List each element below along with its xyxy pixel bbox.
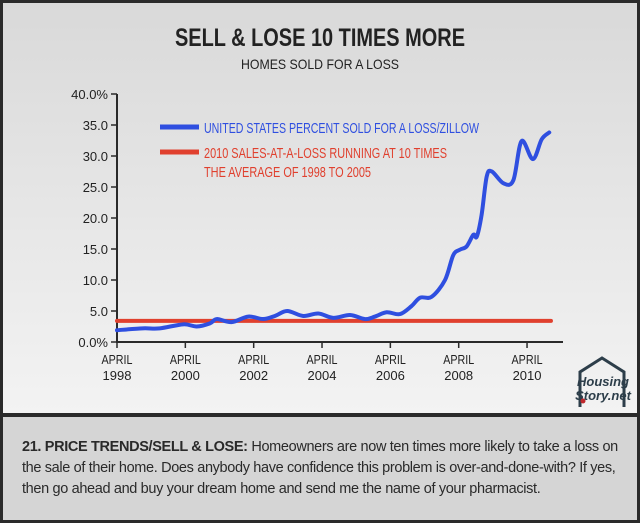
x-tick-label-year: 2000 [171,368,200,383]
legend-label-blue: UNITED STATES PERCENT SOLD FOR A LOSS/ZI… [204,120,480,137]
caption-box: 21. PRICE TRENDS/SELL & LOSE: Homeowners… [3,417,637,520]
x-tick-label-month: APRIL [307,352,338,367]
x-tick-label-month: APRIL [238,352,269,367]
x-tick-label-year: 2008 [444,368,473,383]
y-tick-label: 35.0 [83,118,108,133]
x-tick-label-year: 2002 [239,368,268,383]
y-tick-label: 10.0 [83,273,108,288]
caption-text: 21. PRICE TRENDS/SELL & LOSE: Homeowners… [22,437,622,500]
y-tick-label: 15.0 [83,242,108,257]
y-tick-label: 5.0 [90,304,108,319]
y-tick-label: 40.0% [71,87,108,102]
x-tick-label-month: APRIL [375,352,406,367]
legend-label-red-line1: 2010 SALES-AT-A-LOSS RUNNING AT 10 TIMES [204,145,447,162]
y-tick-label: 20.0 [83,211,108,226]
x-tick-label-month: APRIL [102,352,133,367]
series-line-us-percent-sold-for-loss [115,130,552,333]
caption-label: 21. PRICE TRENDS/SELL & LOSE: [22,439,248,455]
chart-title: SELL & LOSE 10 TIMES MORE [175,24,465,52]
housingstory-logo: Housing Story.net [575,356,632,407]
x-tick-label-year: 1998 [103,368,132,383]
x-tick-label-year: 2010 [513,368,542,383]
x-tick-label-year: 2006 [376,368,405,383]
x-tick-label-month: APRIL [443,352,474,367]
y-tick-label: 30.0 [83,149,108,164]
logo-line2: Story.net [575,388,632,403]
logo-line1: Housing [577,374,629,389]
x-tick-label-month: APRIL [170,352,201,367]
y-tick-label: 0.0% [78,335,108,350]
caption-body: Homeowners are now ten times more likely… [22,439,618,497]
chart: SELL & LOSE 10 TIMES MORE HOMES SOLD FOR… [71,24,632,407]
chart-panel [3,3,637,413]
legend-label-red-line2: THE AVERAGE OF 1998 TO 2005 [204,164,371,181]
y-tick-label: 25.0 [83,180,108,195]
x-tick-label-year: 2004 [308,368,337,383]
chart-subtitle: HOMES SOLD FOR A LOSS [241,56,399,72]
x-tick-label-month: APRIL [512,352,543,367]
